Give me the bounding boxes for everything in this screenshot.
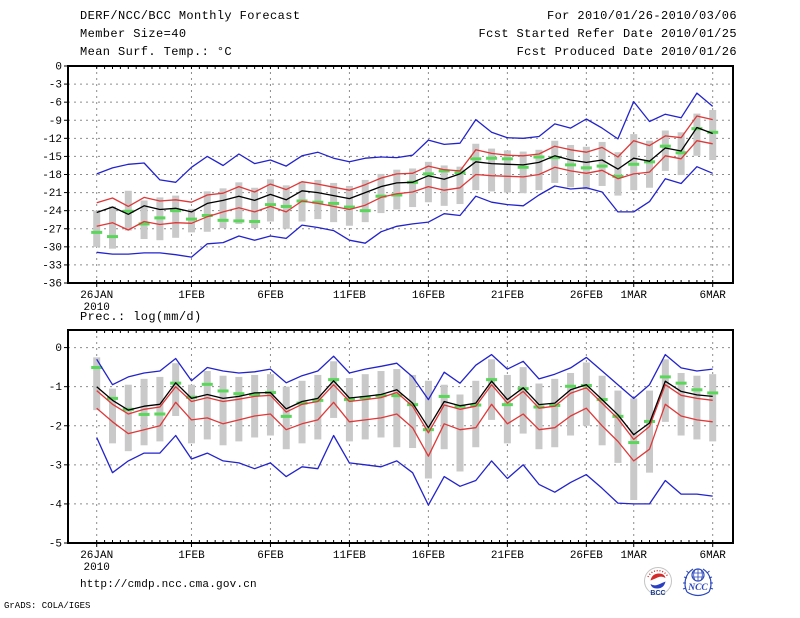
svg-text:0: 0 xyxy=(55,62,62,74)
bcc-red-swirl xyxy=(650,573,666,581)
member-size-label: Member Size=40 xyxy=(80,27,187,41)
svg-text:11FEB: 11FEB xyxy=(333,550,366,562)
svg-text:6MAR: 6MAR xyxy=(700,290,727,302)
prec-chart-label: Prec.: log(mm/d) xyxy=(80,310,202,324)
svg-text:1MAR: 1MAR xyxy=(621,290,648,302)
svg-text:16FEB: 16FEB xyxy=(412,290,445,302)
temp-chart-label: Mean Surf. Temp.: °C xyxy=(80,45,233,59)
svg-text:-9: -9 xyxy=(49,116,62,128)
svg-text:-18: -18 xyxy=(42,170,62,182)
ncc-logo-text: NCC xyxy=(687,583,708,593)
svg-text:16FEB: 16FEB xyxy=(412,550,445,562)
svg-text:21FEB: 21FEB xyxy=(491,550,524,562)
svg-text:26FEB: 26FEB xyxy=(570,290,603,302)
svg-text:-21: -21 xyxy=(42,188,62,200)
ncc-logo: NCC xyxy=(682,568,714,597)
svg-text:-12: -12 xyxy=(42,134,62,146)
grads-credit: GrADS: COLA/IGES xyxy=(4,601,91,611)
source-url: http://cmdp.ncc.cma.gov.cn xyxy=(80,579,257,591)
svg-text:1FEB: 1FEB xyxy=(178,550,205,562)
svg-text:-27: -27 xyxy=(42,224,62,236)
svg-text:-3: -3 xyxy=(49,80,62,92)
bcc-logo-text: BCC xyxy=(650,590,665,597)
svg-text:-5: -5 xyxy=(49,539,62,551)
svg-text:-6: -6 xyxy=(49,98,62,110)
svg-text:-30: -30 xyxy=(42,242,62,254)
svg-text:21FEB: 21FEB xyxy=(491,290,524,302)
svg-text:11FEB: 11FEB xyxy=(333,290,366,302)
bcc-blue-swirl xyxy=(650,581,666,589)
svg-text:-33: -33 xyxy=(42,260,62,272)
svg-text:-15: -15 xyxy=(42,152,62,164)
temperature-chart: 0-3-6-9-12-15-18-21-24-27-30-33-3626JAN2… xyxy=(42,62,734,314)
fcst-produced-date: Fcst Produced Date 2010/01/26 xyxy=(516,45,737,59)
svg-text:2010: 2010 xyxy=(83,562,109,574)
svg-text:0: 0 xyxy=(55,343,62,355)
svg-text:26JAN: 26JAN xyxy=(80,290,113,302)
fcst-refer-date: Fcst Started Refer Date 2010/01/25 xyxy=(478,27,737,41)
svg-text:6FEB: 6FEB xyxy=(257,290,284,302)
svg-text:-2: -2 xyxy=(49,421,62,433)
svg-text:-36: -36 xyxy=(42,279,62,291)
svg-text:-4: -4 xyxy=(49,499,63,511)
svg-text:26JAN: 26JAN xyxy=(80,550,113,562)
bcc-logo: BCC xyxy=(644,567,672,597)
svg-text:26FEB: 26FEB xyxy=(570,550,603,562)
svg-text:6MAR: 6MAR xyxy=(700,550,727,562)
svg-text:-3: -3 xyxy=(49,460,62,472)
svg-text:-1: -1 xyxy=(49,382,63,394)
svg-text:2010: 2010 xyxy=(83,302,109,314)
svg-text:1MAR: 1MAR xyxy=(621,550,648,562)
forecast-range: For 2010/01/26-2010/03/06 xyxy=(546,9,737,23)
plot-title: DERF/NCC/BCC Monthly Forecast xyxy=(80,9,301,23)
svg-text:1FEB: 1FEB xyxy=(178,290,205,302)
svg-text:-24: -24 xyxy=(42,206,62,218)
svg-text:6FEB: 6FEB xyxy=(257,550,284,562)
